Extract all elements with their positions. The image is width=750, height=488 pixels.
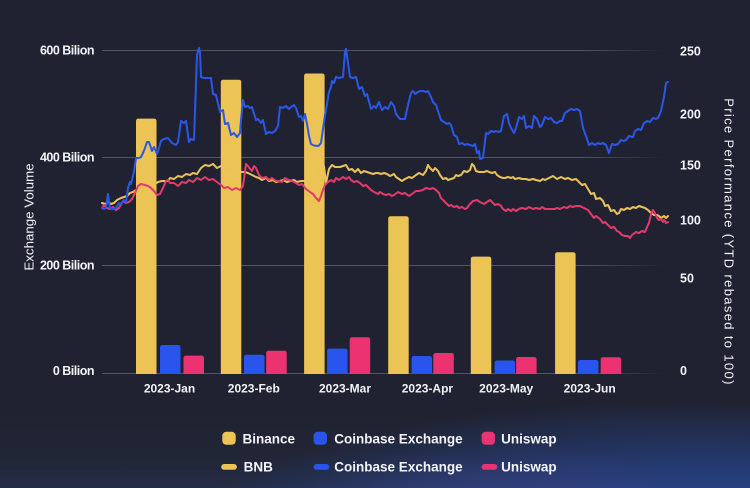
svg-text:BNB: BNB (244, 460, 273, 475)
svg-text:Coinbase Exchange: Coinbase Exchange (334, 432, 463, 447)
svg-text:Uniswap: Uniswap (501, 432, 557, 447)
svg-text:0 Bilion: 0 Bilion (53, 364, 94, 378)
svg-text:2023-Mar: 2023-Mar (319, 382, 371, 396)
svg-text:50: 50 (680, 272, 694, 286)
svg-text:600 Bilion: 600 Bilion (40, 44, 94, 58)
svg-text:100: 100 (680, 214, 701, 228)
svg-text:2023-Jun: 2023-Jun (564, 382, 616, 396)
svg-text:0: 0 (680, 364, 687, 378)
svg-text:2023-Feb: 2023-Feb (228, 382, 280, 396)
svg-text:Exchange Volume: Exchange Volume (22, 163, 37, 270)
svg-text:200 Bilion: 200 Bilion (40, 259, 94, 273)
svg-text:2023-Jan: 2023-Jan (144, 382, 195, 396)
svg-text:250: 250 (680, 45, 701, 59)
svg-text:Uniswap: Uniswap (501, 460, 557, 475)
svg-text:Binance: Binance (243, 432, 296, 447)
svg-text:2023-May: 2023-May (479, 382, 533, 396)
svg-text:2023-Apr: 2023-Apr (402, 382, 454, 396)
svg-text:150: 150 (680, 159, 701, 173)
svg-text:400 Bilion: 400 Bilion (40, 151, 94, 165)
svg-text:Coinbase Exchange: Coinbase Exchange (334, 460, 463, 475)
svg-text:200: 200 (680, 108, 701, 122)
svg-text:Price Performance (YTD rebased: Price Performance (YTD rebased to 100) (722, 98, 737, 386)
